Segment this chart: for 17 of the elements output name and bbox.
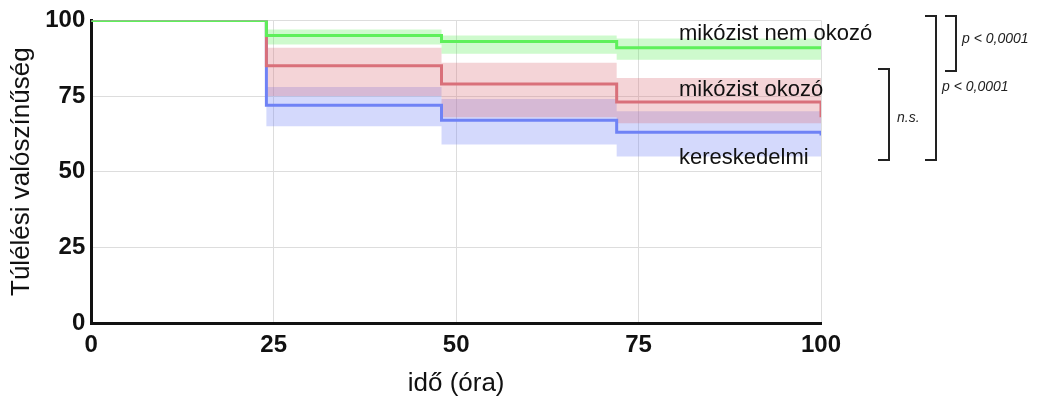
- text: p < 0,0001: [962, 30, 1029, 46]
- y-tick-label: 100: [45, 5, 86, 33]
- text: p < 0,0001: [942, 78, 1009, 94]
- x-tick-label: 50: [442, 330, 470, 358]
- series-label: mikózist nem okozó: [679, 19, 873, 45]
- x-tick-label: 100: [800, 330, 842, 358]
- series-label: mikózist okozó: [679, 76, 824, 102]
- series-label: kereskedelmi: [679, 144, 809, 170]
- x-tick-label: 75: [625, 330, 652, 358]
- y-tick-label: 25: [58, 231, 86, 259]
- y-tick-label: 50: [58, 156, 86, 184]
- text: n.s.: [897, 109, 920, 125]
- y-tick-label: 75: [58, 80, 86, 108]
- y-axis-title: Túlélési valószínűség: [4, 47, 35, 296]
- y-tick-label: 0: [71, 307, 86, 335]
- x-tick-label: 25: [260, 330, 288, 358]
- x-axis-title: idő (óra): [407, 366, 505, 397]
